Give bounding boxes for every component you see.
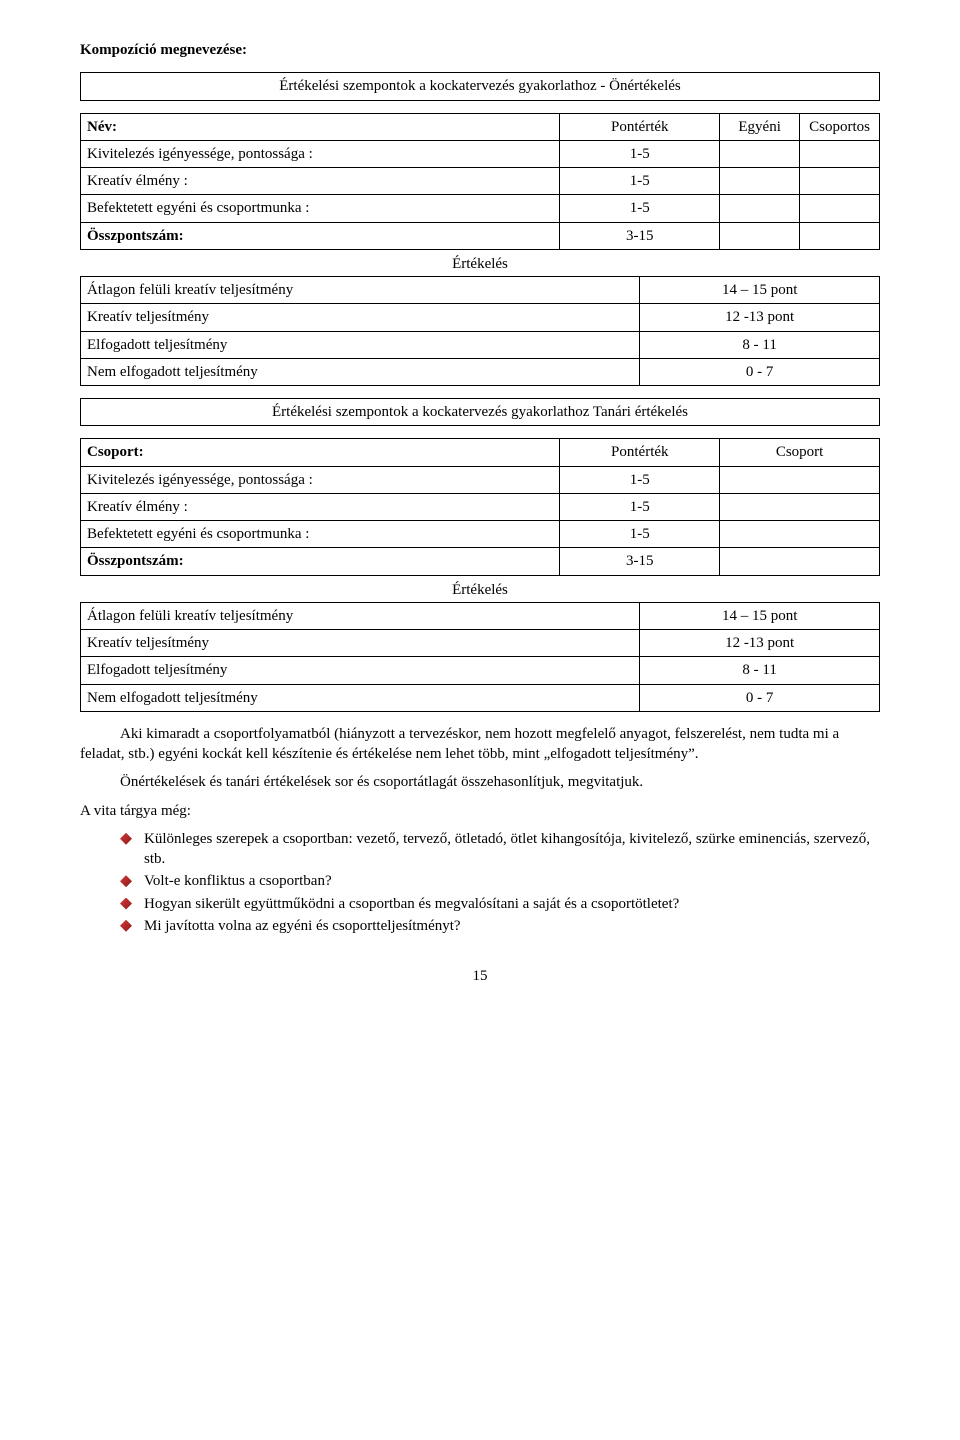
- t2-r0-val: 1-5: [560, 466, 720, 493]
- table-row: Összpontszám: 3-15: [81, 548, 880, 575]
- t1-r0-name: Kivitelezés igényessége, pontossága :: [81, 140, 560, 167]
- t1-r2-name: Befektetett egyéni és csoportmunka :: [81, 195, 560, 222]
- table-row: Kreatív teljesítmény 12 -13 pont: [81, 630, 880, 657]
- list-item: Hogyan sikerült együttműködni a csoportb…: [120, 894, 880, 914]
- t2-head-val: Pontérték: [560, 439, 720, 466]
- s2-r1-val: 12 -13 pont: [640, 630, 880, 657]
- t2-head-name: Csoport:: [81, 439, 560, 466]
- eval-label-1: Értékelés: [80, 254, 880, 274]
- page-heading: Kompozíció megnevezése:: [80, 40, 880, 60]
- table-row: Elfogadott teljesítmény 8 - 11: [81, 657, 880, 684]
- t1-r0-c1: [720, 140, 800, 167]
- table-row: Név: Pontérték Egyéni Csoportos: [81, 113, 880, 140]
- s1-r2-name: Elfogadott teljesítmény: [81, 331, 640, 358]
- t2-r3-name: Összpontszám:: [81, 548, 560, 575]
- t1-r1-name: Kreatív élmény :: [81, 168, 560, 195]
- t1-head-name: Név:: [81, 113, 560, 140]
- page-number: 15: [80, 966, 880, 986]
- s2-r3-name: Nem elfogadott teljesítmény: [81, 684, 640, 711]
- t1-r3-c1: [720, 222, 800, 249]
- table-row: Befektetett egyéni és csoportmunka : 1-5: [81, 195, 880, 222]
- list-item: Különleges szerepek a csoportban: vezető…: [120, 829, 880, 870]
- s2-r3-val: 0 - 7: [640, 684, 880, 711]
- s1-r1-val: 12 -13 pont: [640, 304, 880, 331]
- table-row: Csoport: Pontérték Csoport: [81, 439, 880, 466]
- table-row: Összpontszám: 3-15: [81, 222, 880, 249]
- t1-r3-c2: [800, 222, 880, 249]
- t1-r1-c1: [720, 168, 800, 195]
- bullet-list: Különleges szerepek a csoportban: vezető…: [120, 829, 880, 936]
- t1-r1-c2: [800, 168, 880, 195]
- paragraph-1: Aki kimaradt a csoportfolyamatból (hiány…: [80, 724, 880, 765]
- score-table-2: Átlagon felüli kreatív teljesítmény 14 –…: [80, 602, 880, 712]
- eval-label-2: Értékelés: [80, 580, 880, 600]
- score-table-1: Átlagon felüli kreatív teljesítmény 14 –…: [80, 276, 880, 386]
- s1-r3-val: 0 - 7: [640, 358, 880, 385]
- table-row: Befektetett egyéni és csoportmunka : 1-5: [81, 521, 880, 548]
- s1-r2-val: 8 - 11: [640, 331, 880, 358]
- s1-r3-name: Nem elfogadott teljesítmény: [81, 358, 640, 385]
- eval-table-2: Csoport: Pontérték Csoport Kivitelezés i…: [80, 438, 880, 575]
- t2-head-c1: Csoport: [720, 439, 880, 466]
- table-row: Átlagon felüli kreatív teljesítmény 14 –…: [81, 602, 880, 629]
- table-row: Kreatív élmény : 1-5: [81, 168, 880, 195]
- t1-r0-c2: [800, 140, 880, 167]
- t2-r1-val: 1-5: [560, 493, 720, 520]
- s2-r1-name: Kreatív teljesítmény: [81, 630, 640, 657]
- t2-r0-c1: [720, 466, 880, 493]
- paragraph-2: Önértékelések és tanári értékelések sor …: [80, 772, 880, 792]
- table-row: Elfogadott teljesítmény 8 - 11: [81, 331, 880, 358]
- list-item: Mi javította volna az egyéni és csoportt…: [120, 916, 880, 936]
- t1-r3-val: 3-15: [560, 222, 720, 249]
- list-heading: A vita tárgya még:: [80, 801, 880, 821]
- s2-r0-name: Átlagon felüli kreatív teljesítmény: [81, 602, 640, 629]
- t2-r0-name: Kivitelezés igényessége, pontossága :: [81, 466, 560, 493]
- table-row: Nem elfogadott teljesítmény 0 - 7: [81, 358, 880, 385]
- t1-r1-val: 1-5: [560, 168, 720, 195]
- t2-r2-val: 1-5: [560, 521, 720, 548]
- t2-r2-c1: [720, 521, 880, 548]
- t1-head-c1: Egyéni: [720, 113, 800, 140]
- table-row: Átlagon felüli kreatív teljesítmény 14 –…: [81, 277, 880, 304]
- s2-r2-val: 8 - 11: [640, 657, 880, 684]
- t1-head-c2: Csoportos: [800, 113, 880, 140]
- banner-teacher-eval: Értékelési szempontok a kockatervezés gy…: [80, 398, 880, 426]
- s1-r0-name: Átlagon felüli kreatív teljesítmény: [81, 277, 640, 304]
- t1-r0-val: 1-5: [560, 140, 720, 167]
- list-item: Volt-e konfliktus a csoportban?: [120, 871, 880, 891]
- banner-teacher-eval-text: Értékelési szempontok a kockatervezés gy…: [81, 399, 880, 426]
- t1-r2-val: 1-5: [560, 195, 720, 222]
- t1-r2-c2: [800, 195, 880, 222]
- eval-table-1: Név: Pontérték Egyéni Csoportos Kivitele…: [80, 113, 880, 250]
- t1-r2-c1: [720, 195, 800, 222]
- table-row: Kreatív teljesítmény 12 -13 pont: [81, 304, 880, 331]
- s1-r1-name: Kreatív teljesítmény: [81, 304, 640, 331]
- banner-self-eval: Értékelési szempontok a kockatervezés gy…: [80, 72, 880, 100]
- t1-r3-name: Összpontszám:: [81, 222, 560, 249]
- table-row: Nem elfogadott teljesítmény 0 - 7: [81, 684, 880, 711]
- s2-r2-name: Elfogadott teljesítmény: [81, 657, 640, 684]
- s1-r0-val: 14 – 15 pont: [640, 277, 880, 304]
- t2-r3-c1: [720, 548, 880, 575]
- table-row: Kreatív élmény : 1-5: [81, 493, 880, 520]
- banner-self-eval-text: Értékelési szempontok a kockatervezés gy…: [81, 73, 880, 100]
- t2-r1-c1: [720, 493, 880, 520]
- t2-r2-name: Befektetett egyéni és csoportmunka :: [81, 521, 560, 548]
- t1-head-val: Pontérték: [560, 113, 720, 140]
- t2-r3-val: 3-15: [560, 548, 720, 575]
- s2-r0-val: 14 – 15 pont: [640, 602, 880, 629]
- table-row: Kivitelezés igényessége, pontossága : 1-…: [81, 140, 880, 167]
- table-row: Kivitelezés igényessége, pontossága : 1-…: [81, 466, 880, 493]
- t2-r1-name: Kreatív élmény :: [81, 493, 560, 520]
